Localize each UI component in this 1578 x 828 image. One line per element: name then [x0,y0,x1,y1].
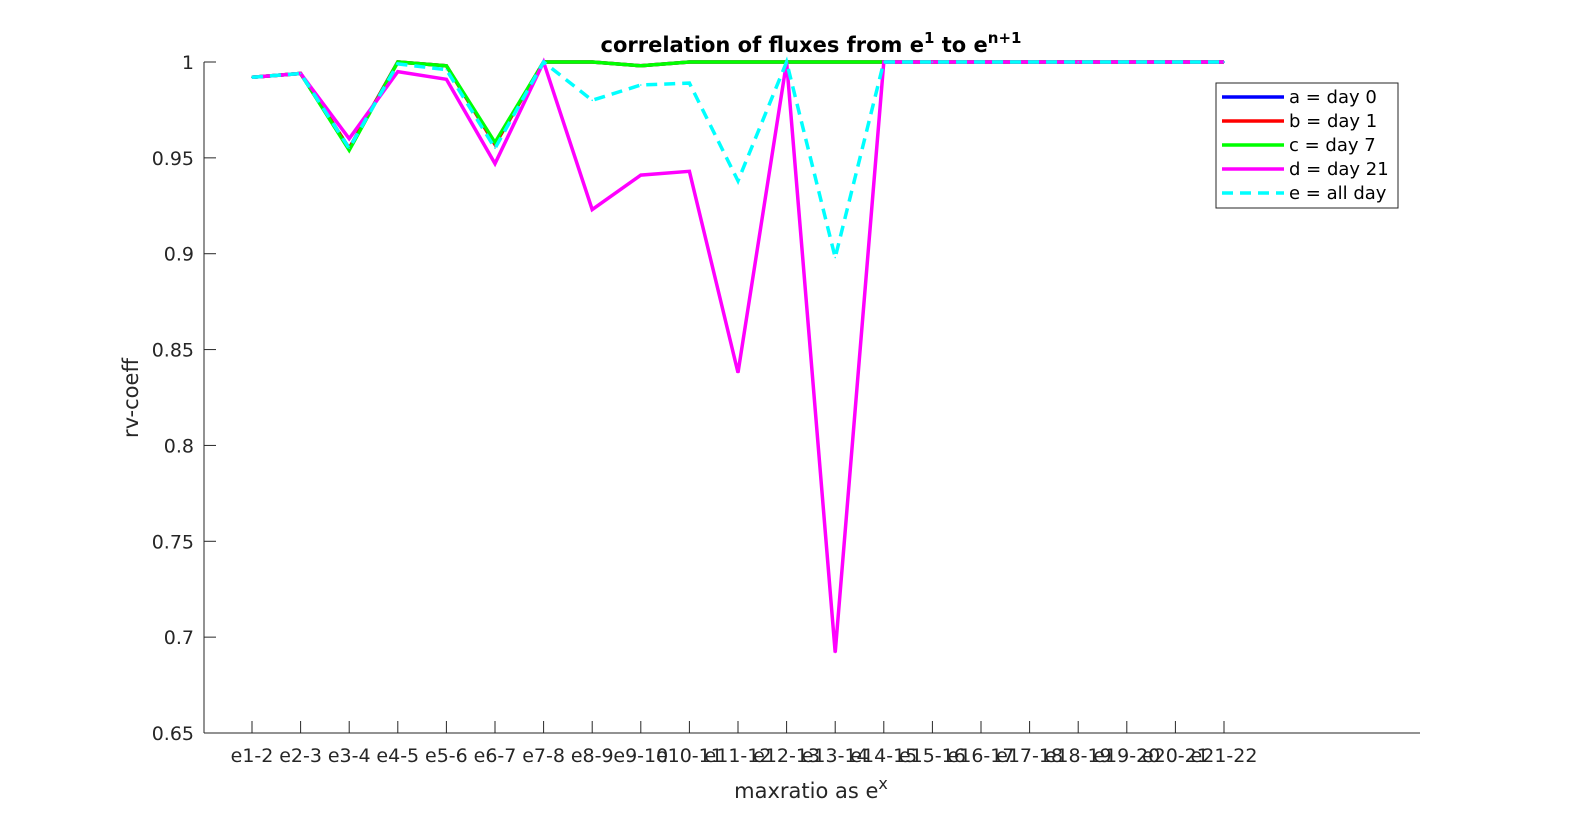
legend-label: c = day 7 [1289,135,1376,156]
data-point [688,170,691,173]
y-tick-label: 0.85 [152,340,194,362]
data-point [737,371,739,374]
y-tick-label: 0.95 [152,148,194,170]
legend-label: b = day 1 [1289,111,1377,132]
y-tick-label: 0.8 [164,435,194,457]
data-point [494,162,496,165]
x-tick-label: e6-7 [474,745,517,767]
data-point [1126,61,1128,63]
y-tick-label: 0.75 [152,531,194,553]
x-tick-label: e19-20 [1093,745,1160,767]
x-tick-label: e11-12 [705,745,772,767]
data-point [640,65,642,67]
x-tick-label: e12-13 [753,745,820,767]
legend: a = day 0 b = day 1 c = day 7 d = day 21 e =… [1215,82,1399,209]
data-point [591,99,593,102]
data-point [494,147,496,150]
y-tick-label: 0.9 [164,244,194,266]
series-line-4 [251,57,1224,653]
x-tick-label: e17-18 [996,745,1063,767]
x-tick-label: e13-14 [802,745,869,767]
x-ticks: e1-2 e2-3 e3-4 e4-5 e5-6 e6-7 e7-8 e8-9 e9-10e10… [231,721,1258,767]
data-point [1077,61,1079,63]
series-line-1 [251,60,1224,152]
x-axis-label: maxratio as ex [734,774,888,803]
legend-label: e = all day [1289,183,1387,204]
data-point [251,76,253,79]
data-point [591,208,593,211]
chart-title: correlation of fluxes from e1 to en+1 [601,29,1022,57]
data-point [980,61,982,63]
series-line-5 [251,56,1224,258]
data-point [834,61,836,63]
data-point [883,61,885,63]
x-tick-label: e9-10 [613,745,668,767]
x-tick-label: e21-22 [1191,745,1258,767]
legend-label: a = day 0 [1289,87,1377,108]
x-tick-label: e4-5 [376,745,419,767]
data-point [299,72,302,75]
x-tick-label: e15-16 [899,745,966,767]
x-tick-label: e14-15 [850,745,917,767]
x-tick-label: e2-3 [279,745,322,767]
y-tick-label: 0.7 [164,627,194,649]
data-point [1174,61,1177,63]
y-tick-label: 0.65 [152,723,194,745]
y-ticks: 0.65 0.7 0.75 0.8 0.85 0.9 0.95 1 [152,52,216,745]
data-point [397,63,399,65]
data-point [834,256,836,259]
data-point [445,68,448,71]
data-point [445,65,448,67]
data-point [397,70,399,73]
x-tick-label: e10-11 [656,745,723,767]
legend-label: d = day 21 [1289,159,1389,180]
data-point [640,84,642,86]
series-line-2 [251,60,1224,152]
x-tick-label: e18-19 [1045,745,1112,767]
data-point [1028,61,1031,63]
data-point [737,61,739,63]
data-point [931,61,934,63]
x-tick-label: e3-4 [328,745,371,767]
data-point [445,78,448,81]
data-point [348,149,351,151]
data-point [688,61,691,63]
data-point [348,147,351,150]
x-tick-label: e8-9 [571,745,614,767]
data-point [688,82,691,84]
data-point [1223,61,1225,63]
data-point [591,61,593,63]
data-point [640,174,642,176]
x-tick-label: e5-6 [425,745,468,767]
data-point [785,61,788,63]
series-line-3 [251,60,1224,154]
x-tick-label: e20-21 [1142,745,1209,767]
x-tick-label: e16-17 [948,745,1015,767]
data-point [348,137,351,140]
x-tick-label: e1-2 [231,745,274,767]
data-point [542,61,545,63]
x-tick-label: e7-8 [522,745,565,767]
data-point [494,141,496,144]
series-lines [251,56,1225,654]
data-point [737,180,739,182]
data-point [834,651,836,654]
y-tick-label: 1 [182,52,194,74]
y-axis-label: rv-coeff [119,358,143,438]
